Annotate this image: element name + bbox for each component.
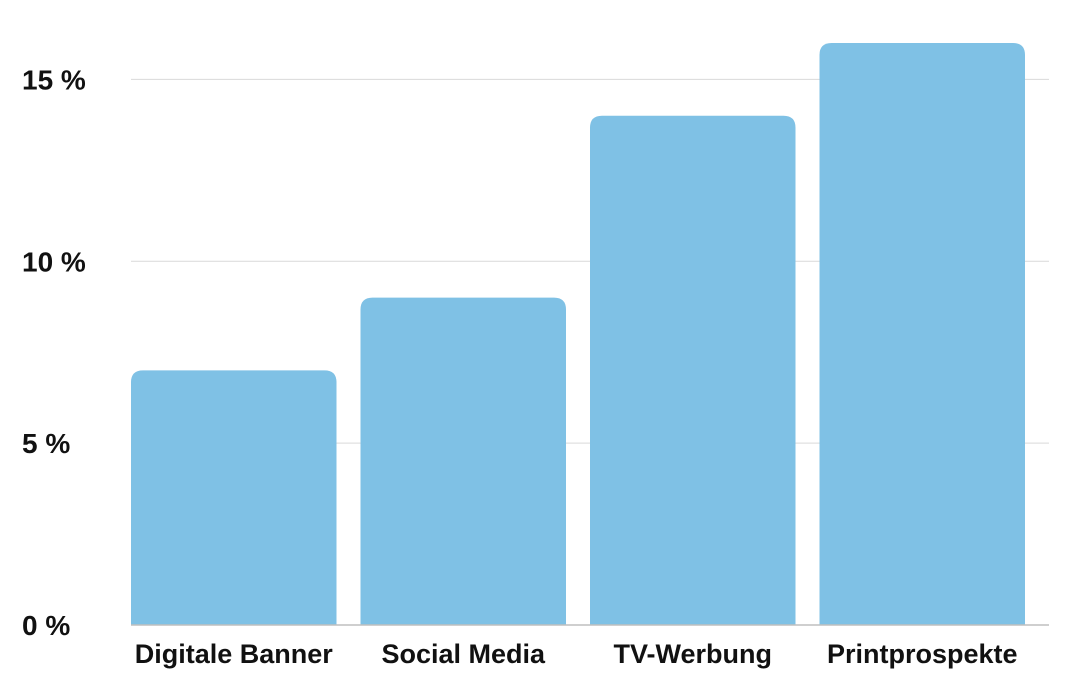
bar-digitale-banner: [131, 370, 337, 625]
y-axis-tick-labels: 0 % 5 % 10 % 15 %: [22, 64, 86, 641]
bar-social-media: [360, 297, 566, 625]
y-tick-label: 15 %: [22, 64, 86, 95]
bar-tv-werbung: [590, 115, 796, 625]
x-axis-tick-labels: Digitale Banner Social Media TV-Werbung Pri…: [135, 639, 1018, 669]
x-tick-label: Social Media: [381, 639, 546, 669]
y-tick-label: 0 %: [22, 610, 70, 641]
y-tick-label: 5 %: [22, 428, 70, 459]
x-tick-label: Printprospekte: [827, 639, 1018, 669]
x-tick-label: Digitale Banner: [135, 639, 334, 669]
bar-printprospekte: [819, 43, 1025, 625]
bars: [131, 43, 1025, 625]
y-tick-label: 10 %: [22, 246, 86, 277]
x-tick-label: TV-Werbung: [614, 639, 773, 669]
